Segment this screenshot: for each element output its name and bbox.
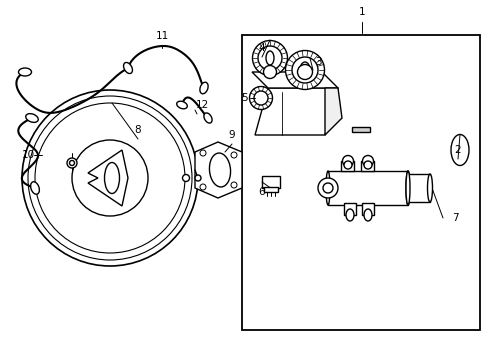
- Circle shape: [35, 103, 184, 253]
- Circle shape: [72, 140, 148, 216]
- Circle shape: [297, 64, 312, 80]
- Text: 3: 3: [314, 57, 321, 67]
- Text: 7: 7: [451, 213, 457, 223]
- Bar: [361, 203, 373, 215]
- Circle shape: [363, 161, 371, 169]
- Bar: [351, 126, 369, 132]
- Circle shape: [22, 90, 198, 266]
- Circle shape: [323, 183, 332, 193]
- Ellipse shape: [325, 171, 329, 205]
- Ellipse shape: [26, 114, 38, 122]
- Bar: [264, 187, 278, 192]
- Ellipse shape: [405, 171, 409, 205]
- Circle shape: [249, 86, 272, 109]
- Circle shape: [200, 150, 205, 156]
- Bar: [262, 176, 280, 188]
- Bar: [407, 174, 429, 202]
- Circle shape: [195, 175, 201, 181]
- Polygon shape: [251, 72, 337, 88]
- Ellipse shape: [450, 135, 468, 166]
- Circle shape: [69, 161, 74, 166]
- Circle shape: [252, 40, 287, 76]
- Ellipse shape: [200, 82, 208, 94]
- Bar: [242, 35, 479, 330]
- Ellipse shape: [31, 182, 40, 194]
- Circle shape: [343, 161, 351, 169]
- Text: 10: 10: [21, 150, 35, 160]
- Circle shape: [67, 158, 77, 168]
- Ellipse shape: [104, 162, 119, 194]
- Circle shape: [317, 178, 337, 198]
- Circle shape: [200, 184, 205, 190]
- Circle shape: [182, 175, 189, 181]
- Circle shape: [263, 66, 276, 78]
- Ellipse shape: [123, 63, 132, 73]
- Text: 8: 8: [134, 125, 141, 135]
- Bar: [343, 203, 355, 215]
- Circle shape: [342, 156, 353, 166]
- Ellipse shape: [19, 68, 31, 76]
- Ellipse shape: [405, 171, 409, 205]
- Polygon shape: [325, 88, 341, 135]
- Text: 2: 2: [454, 145, 460, 155]
- Ellipse shape: [363, 209, 371, 221]
- Circle shape: [362, 156, 373, 166]
- Text: 9: 9: [228, 130, 235, 140]
- Polygon shape: [195, 142, 242, 198]
- Bar: [361, 161, 374, 171]
- Circle shape: [28, 96, 192, 260]
- Polygon shape: [254, 88, 337, 135]
- Ellipse shape: [427, 174, 431, 202]
- Text: 11: 11: [155, 31, 168, 41]
- Text: 4: 4: [258, 43, 265, 53]
- Ellipse shape: [203, 113, 212, 123]
- Text: 5: 5: [241, 93, 248, 103]
- Circle shape: [230, 152, 237, 158]
- Bar: [341, 161, 354, 171]
- Ellipse shape: [346, 209, 353, 221]
- Polygon shape: [88, 150, 128, 206]
- Ellipse shape: [209, 153, 230, 187]
- Text: 1: 1: [358, 7, 365, 17]
- Bar: [327, 171, 407, 205]
- Ellipse shape: [176, 101, 187, 109]
- Circle shape: [230, 182, 237, 188]
- Text: 6: 6: [258, 187, 265, 197]
- Text: 12: 12: [195, 100, 208, 110]
- Circle shape: [285, 50, 324, 90]
